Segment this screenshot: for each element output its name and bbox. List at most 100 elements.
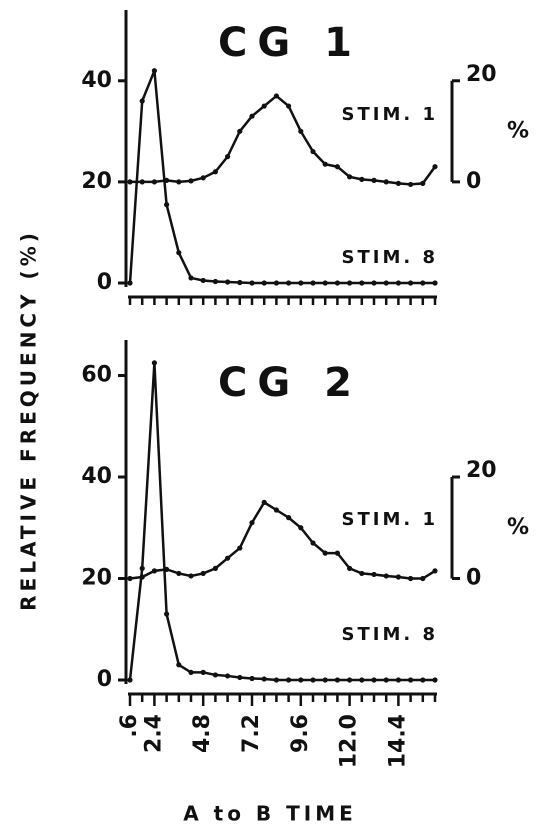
data-point (151, 568, 157, 574)
data-point (237, 545, 243, 551)
x-tick-label: 2.4 (141, 714, 166, 753)
data-point (249, 280, 255, 286)
data-point (298, 525, 304, 531)
data-point (420, 677, 426, 683)
data-point (347, 174, 353, 180)
data-point (151, 179, 157, 185)
data-point (188, 275, 194, 281)
data-point (359, 677, 365, 683)
data-point (334, 550, 340, 556)
y-tick-label: 20 (81, 566, 112, 591)
data-point (347, 280, 353, 286)
data-point (371, 571, 377, 578)
data-point (127, 575, 133, 582)
data-point (200, 669, 206, 675)
y2-tick-label: 0 (466, 566, 481, 591)
data-point (408, 677, 414, 683)
data-point (420, 575, 426, 582)
chart-title: CG 2 (218, 360, 362, 406)
data-point (127, 280, 133, 286)
data-point (371, 280, 377, 286)
data-point (359, 176, 365, 182)
data-point (408, 181, 414, 188)
data-point (249, 520, 255, 526)
data-point (249, 675, 255, 682)
y-tick-label: 60 (81, 363, 112, 388)
data-point (225, 279, 231, 285)
data-point (383, 573, 389, 579)
data-point (139, 98, 145, 104)
y2-tick-label: 20 (466, 458, 497, 483)
data-point (395, 574, 401, 580)
y2-tick-label: 0 (466, 169, 481, 194)
data-point (188, 573, 194, 579)
data-point (176, 179, 182, 185)
data-point (176, 570, 182, 577)
x-tick-label: 7.2 (239, 714, 264, 753)
series-label: STIM. 1 (342, 104, 438, 125)
data-point (322, 161, 328, 167)
data-point (212, 278, 218, 285)
data-point (359, 280, 365, 286)
data-point (383, 677, 389, 683)
data-point (237, 279, 243, 286)
data-point (176, 250, 182, 256)
data-point (383, 179, 389, 185)
data-point (432, 280, 438, 286)
data-point (310, 540, 316, 546)
data-point (249, 113, 255, 119)
data-point (322, 677, 328, 683)
data-point (298, 280, 304, 286)
data-point (273, 507, 279, 513)
y2-tick-label: 20 (466, 62, 497, 87)
data-point (310, 148, 316, 155)
data-point (420, 180, 426, 187)
y2-axis-label: % (507, 515, 529, 540)
data-point (139, 565, 145, 571)
data-point (286, 103, 292, 109)
data-point (371, 677, 377, 683)
data-point (273, 280, 279, 286)
data-point (408, 575, 414, 582)
series-label: STIM. 1 (342, 509, 438, 530)
data-point (408, 280, 414, 286)
y-tick-label: 40 (81, 68, 112, 93)
data-point (395, 677, 401, 683)
data-point (273, 677, 279, 683)
data-point (164, 202, 170, 208)
y-tick-label: 20 (81, 169, 112, 194)
series-label: STIM. 8 (342, 247, 438, 268)
data-point (225, 154, 231, 160)
data-point (200, 570, 206, 577)
data-point (298, 128, 304, 134)
data-point (212, 169, 218, 175)
series-label: STIM. 8 (342, 624, 438, 645)
data-point (286, 677, 292, 683)
x-axis-label: A to B TIME (183, 802, 357, 826)
data-point (261, 280, 267, 286)
data-point (237, 128, 243, 134)
data-point (237, 674, 243, 681)
x-tick-label: 9.6 (288, 714, 313, 753)
data-point (261, 499, 267, 505)
y-tick-label: 40 (81, 464, 112, 489)
data-point (188, 669, 194, 675)
data-point (261, 103, 267, 109)
data-point (151, 68, 157, 74)
data-point (212, 565, 218, 571)
chart-title: CG 1 (218, 20, 362, 66)
data-point (432, 568, 438, 574)
data-point (164, 611, 170, 617)
data-point (286, 515, 292, 521)
data-point (298, 677, 304, 683)
data-point (395, 280, 401, 286)
data-point (347, 565, 353, 571)
data-point (139, 179, 145, 185)
data-point (383, 280, 389, 286)
x-tick-label: .6 (117, 714, 142, 738)
y2-axis-label: % (507, 118, 529, 143)
data-point (188, 178, 194, 184)
data-point (176, 662, 182, 668)
data-point (310, 280, 316, 286)
